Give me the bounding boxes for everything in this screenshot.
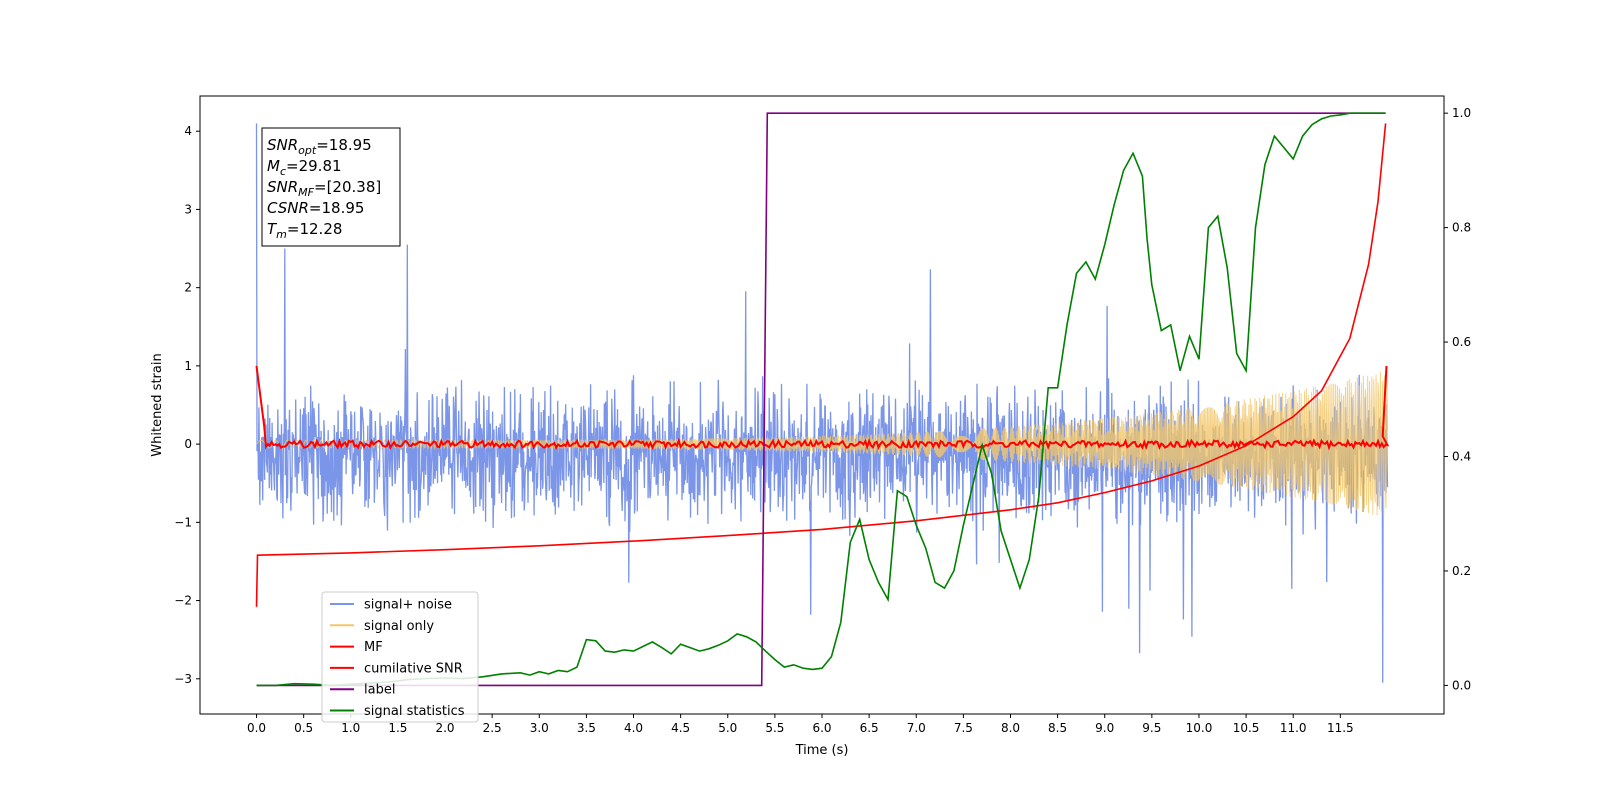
series-line-signal-statistics bbox=[256, 112, 1386, 687]
y-tick-label: 0 bbox=[184, 437, 192, 451]
x-tick-label: 0.5 bbox=[294, 721, 313, 735]
x-tick-label: 11.5 bbox=[1327, 721, 1354, 735]
series-line-label bbox=[256, 112, 1386, 687]
y-tick-label: −3 bbox=[174, 672, 192, 686]
annotation-box: SNRopt=18.95Mc=29.81SNRMF=[20.38]CSNR=18… bbox=[261, 127, 401, 247]
x-tick-label: 8.5 bbox=[1048, 721, 1067, 735]
x-tick-label: 3.0 bbox=[530, 721, 549, 735]
x-tick-label: 2.5 bbox=[483, 721, 502, 735]
x-tick-label: 2.0 bbox=[435, 721, 454, 735]
x-tick-label: 5.0 bbox=[718, 721, 737, 735]
y-right-tick-label: 1.0 bbox=[1452, 106, 1471, 120]
x-tick-label: 6.5 bbox=[860, 721, 879, 735]
x-tick-label: 8.0 bbox=[1001, 721, 1020, 735]
annotation-line: CSNR=18.95 bbox=[267, 199, 364, 217]
x-tick-label: 4.0 bbox=[624, 721, 643, 735]
x-tick-label: 5.5 bbox=[765, 721, 784, 735]
x-tick-label: 7.5 bbox=[954, 721, 973, 735]
x-tick-label: 1.0 bbox=[341, 721, 360, 735]
y-tick-label: 3 bbox=[184, 202, 192, 216]
y-axis-label: Whitened strain bbox=[150, 353, 165, 456]
y-right-tick-label: 0.4 bbox=[1452, 450, 1471, 464]
y-tick-label: 1 bbox=[184, 359, 192, 373]
y-right-tick-label: 0.6 bbox=[1452, 335, 1471, 349]
y-right-tick-label: 0.8 bbox=[1452, 221, 1471, 235]
y-right-tick-label: 0.2 bbox=[1452, 564, 1471, 578]
y-tick-label: 4 bbox=[184, 124, 192, 138]
y-axis-left-ticks: −3 −2 −1 0 1 2 3 4 bbox=[174, 124, 200, 686]
x-axis-label: Time (s) bbox=[795, 743, 849, 758]
data-layer bbox=[255, 112, 1390, 687]
y-tick-label: −2 bbox=[174, 594, 192, 608]
y-axis-right-ticks: 0.0 0.2 0.4 0.6 0.8 1.0 bbox=[1444, 106, 1471, 692]
x-tick-label: 9.0 bbox=[1095, 721, 1114, 735]
x-tick-label: 4.5 bbox=[671, 721, 690, 735]
legend-label: MF bbox=[364, 640, 383, 655]
annotation-line: Mc=29.81 bbox=[267, 157, 342, 178]
x-tick-label: 3.5 bbox=[577, 721, 596, 735]
x-tick-label: 11.0 bbox=[1280, 721, 1307, 735]
y-tick-label: 2 bbox=[184, 281, 192, 295]
series-line-mf bbox=[255, 365, 1390, 451]
series-line-cumulative-snr bbox=[255, 123, 1387, 607]
x-tick-label: 10.0 bbox=[1186, 721, 1213, 735]
legend-frame bbox=[321, 591, 479, 723]
legend-label: signal statistics bbox=[364, 704, 465, 719]
annotation-line: SNRMF=[20.38] bbox=[267, 178, 381, 199]
legend-label: label bbox=[364, 683, 395, 698]
x-tick-label: 1.5 bbox=[388, 721, 407, 735]
legend-label: signal only bbox=[364, 619, 434, 634]
legend: signal+ noise signal only MF cumilative SNR… bbox=[321, 591, 479, 723]
annotation-line: SNRopt=18.95 bbox=[267, 136, 372, 157]
annotation-frame bbox=[261, 127, 401, 247]
x-tick-label: 6.0 bbox=[812, 721, 831, 735]
x-tick-label: 0.0 bbox=[247, 721, 266, 735]
x-axis-ticks: 0.0 0.5 1.0 1.5 2.0 2.5 3.0 3.5 4.0 4.5 5.0 5.5 6.0 6… bbox=[247, 714, 1354, 735]
y-tick-label: −1 bbox=[174, 515, 192, 529]
annotation-line: Tm=12.28 bbox=[267, 220, 342, 241]
legend-label: signal+ noise bbox=[364, 598, 452, 613]
legend-label: cumilative SNR bbox=[364, 661, 463, 676]
x-tick-label: 10.5 bbox=[1233, 721, 1260, 735]
x-tick-label: 9.5 bbox=[1142, 721, 1161, 735]
x-tick-label: 7.0 bbox=[907, 721, 926, 735]
y-right-tick-label: 0.0 bbox=[1452, 678, 1471, 692]
